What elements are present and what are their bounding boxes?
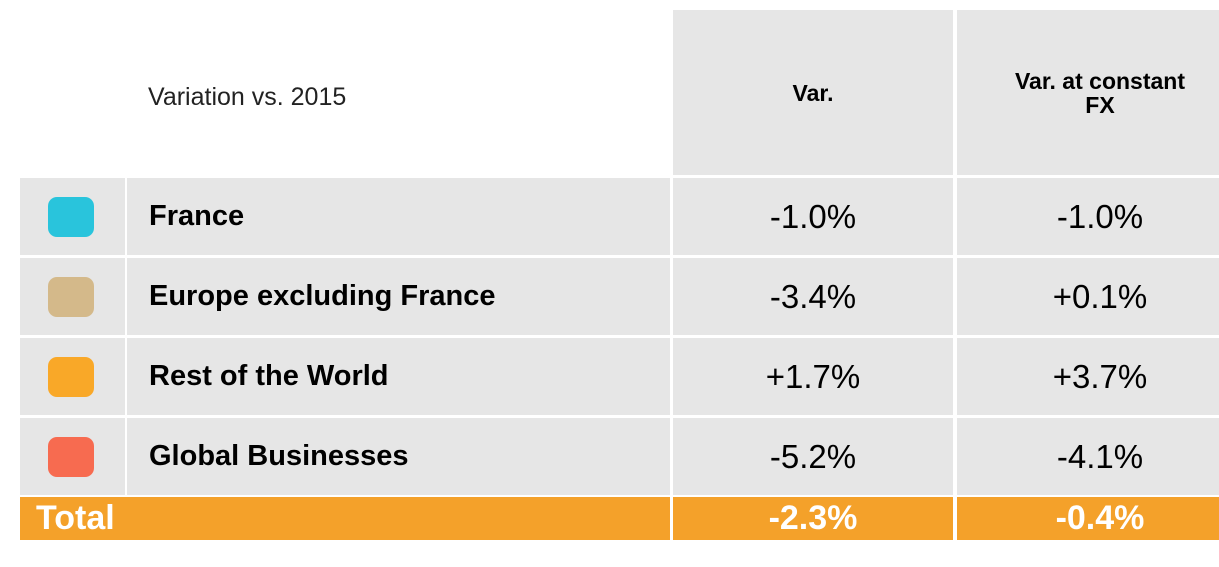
row-var: -5.2% — [673, 418, 953, 495]
legend-icon — [48, 356, 94, 397]
row-var: +1.7% — [673, 338, 953, 415]
column-header: Var. at constant FX — [957, 10, 1219, 175]
column-header: Var. — [673, 10, 953, 175]
column-header-text: Var. — [792, 79, 834, 106]
icon-cell — [20, 338, 125, 415]
row-fx: -1.0% — [957, 178, 1219, 255]
icon-cell — [20, 258, 125, 335]
legend-icon — [48, 276, 94, 317]
total-fx: -0.4% — [957, 497, 1219, 540]
total-label: Total — [20, 497, 670, 540]
row-var: -3.4% — [673, 258, 953, 335]
table-title: Variation vs. 2015 — [148, 83, 347, 111]
row-name: France — [127, 178, 670, 255]
legend-icon — [48, 436, 94, 477]
row-name: Rest of the World — [127, 338, 670, 415]
row-name: Europe excluding France — [127, 258, 670, 335]
row-fx: +3.7% — [957, 338, 1219, 415]
column-header-text: Var. at constant FX — [1014, 67, 1185, 118]
row-name: Global Businesses — [127, 418, 670, 495]
row-fx: -4.1% — [957, 418, 1219, 495]
row-var: -1.0% — [673, 178, 953, 255]
total-var: -2.3% — [673, 497, 953, 540]
icon-cell — [20, 178, 125, 255]
row-fx: +0.1% — [957, 258, 1219, 335]
icon-cell — [20, 418, 125, 495]
legend-icon — [48, 196, 94, 237]
